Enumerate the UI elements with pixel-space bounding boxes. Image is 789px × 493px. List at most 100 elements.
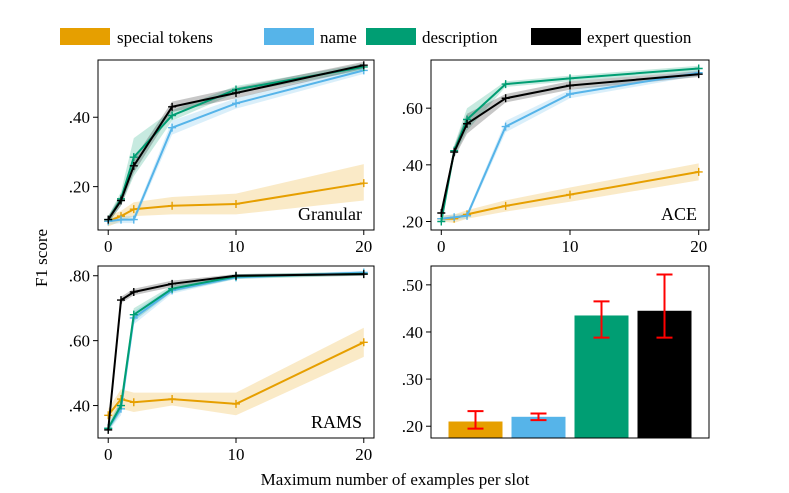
ace-point-name-3 xyxy=(501,122,510,131)
granular-point-name-1 xyxy=(117,215,125,224)
legend-item-special-tokens: special tokens xyxy=(60,28,213,47)
granular-band-expert-question xyxy=(108,61,364,224)
ace-point-expert-question-0 xyxy=(437,209,446,217)
legend-label-name: name xyxy=(320,28,357,47)
bar-name xyxy=(511,416,566,438)
legend-label-description: description xyxy=(422,28,498,47)
panel-bar-summary: .20 .30 .40 .50 xyxy=(402,265,710,439)
granular-point-special-tokens-3 xyxy=(168,201,177,210)
ace-ytick-label-1: .40 xyxy=(402,156,423,175)
granular-band-name xyxy=(108,66,364,225)
bar-ytick-label-0: .20 xyxy=(402,417,423,436)
ace-point-special-tokens-5 xyxy=(694,167,703,176)
rams-ytick-label-2: .80 xyxy=(69,267,90,286)
rams-point-special-tokens-4 xyxy=(232,399,240,408)
legend-swatch-name xyxy=(264,28,314,45)
ace-point-name-1 xyxy=(450,213,459,222)
panel-ace: .20 .40 .60 0 10 20 ACE xyxy=(402,59,710,256)
bar-special-tokens xyxy=(448,421,503,438)
granular-title: Granular xyxy=(298,204,362,224)
rams-point-expert-question-2 xyxy=(129,287,138,296)
legend: special tokens name description expert q… xyxy=(60,28,692,47)
granular-point-expert-question-2 xyxy=(129,161,138,170)
rams-point-expert-question-4 xyxy=(232,271,240,280)
ace-point-expert-question-2 xyxy=(463,119,472,128)
ace-frame xyxy=(430,59,710,231)
legend-label-expert-question: expert question xyxy=(587,28,692,47)
errorbar-description xyxy=(593,300,610,339)
ace-point-description-0 xyxy=(437,217,446,226)
granular-point-expert-question-1 xyxy=(117,196,125,205)
legend-swatch-expert-question xyxy=(531,28,581,45)
legend-swatch-special-tokens xyxy=(60,28,110,45)
rams-line-expert-question xyxy=(107,273,364,430)
bar-ytick-label-1: .30 xyxy=(402,370,423,389)
granular-point-special-tokens-2 xyxy=(129,205,138,214)
granular-point-expert-question-5 xyxy=(359,61,368,70)
rams-frame xyxy=(97,265,375,439)
legend-item-name: name xyxy=(264,28,357,47)
rams-point-expert-question-3 xyxy=(168,279,177,288)
rams-point-special-tokens-5 xyxy=(359,338,368,347)
rams-point-special-tokens-0 xyxy=(104,411,113,420)
ace-xtick-label-2: 20 xyxy=(690,237,707,256)
panel-granular: .20 .40 0 10 20 Granular xyxy=(69,59,375,256)
rams-point-description-2 xyxy=(129,310,138,319)
granular-point-special-tokens-5 xyxy=(359,179,368,188)
bar-ytick-label-3: .50 xyxy=(402,276,423,295)
rams-xtick-label-1: 10 xyxy=(228,445,245,464)
ace-point-name-4 xyxy=(566,90,574,98)
rams-ytick-label-0: .40 xyxy=(69,397,90,416)
legend-swatch-description xyxy=(366,28,416,45)
rams-point-expert-question-5 xyxy=(359,270,368,279)
granular-ytick-label-1: .40 xyxy=(69,108,90,127)
rams-line-special-tokens xyxy=(107,341,365,416)
legend-item-expert-question: expert question xyxy=(531,28,692,47)
rams-xtick-label-0: 0 xyxy=(104,445,113,464)
granular-band-special-tokens xyxy=(108,164,364,227)
granular-frame xyxy=(97,59,375,231)
ace-title: ACE xyxy=(661,204,697,224)
ace-point-expert-question-1 xyxy=(450,148,459,157)
ace-ytick-label-2: .60 xyxy=(402,99,423,118)
rams-point-expert-question-1 xyxy=(117,296,125,305)
ace-point-name-2 xyxy=(463,211,472,220)
granular-point-expert-question-0 xyxy=(104,215,113,224)
rams-ytick-label-1: .60 xyxy=(69,332,90,351)
rams-point-special-tokens-2 xyxy=(129,398,138,407)
ace-point-description-3 xyxy=(501,80,510,89)
ace-point-special-tokens-4 xyxy=(566,190,574,199)
rams-point-expert-question-0 xyxy=(104,425,113,434)
ace-point-expert-question-4 xyxy=(566,81,574,90)
granular-point-expert-question-3 xyxy=(168,102,177,111)
bar-frame xyxy=(430,265,710,439)
granular-point-description-2 xyxy=(129,153,138,162)
ace-point-description-4 xyxy=(566,74,574,83)
granular-xtick-label-0: 0 xyxy=(104,237,113,256)
legend-label-special-tokens: special tokens xyxy=(117,28,213,47)
granular-ytick-label-0: .20 xyxy=(69,178,90,197)
ace-line-expert-question xyxy=(440,73,699,214)
errorbar-name xyxy=(530,412,547,422)
ace-ytick-label-0: .20 xyxy=(402,213,423,232)
errorbar-special-tokens xyxy=(467,410,484,430)
granular-point-expert-question-4 xyxy=(232,88,240,97)
rams-point-description-1 xyxy=(117,401,125,410)
rams-point-special-tokens-3 xyxy=(168,395,177,404)
granular-point-name-2 xyxy=(129,215,138,224)
granular-point-description-3 xyxy=(168,111,177,120)
panel-rams: .40 .60 .80 0 10 20 RAMS xyxy=(69,265,375,464)
x-axis-label: Maximum number of examples per slot xyxy=(261,470,530,489)
granular-xtick-label-2: 20 xyxy=(355,237,372,256)
granular-point-special-tokens-4 xyxy=(232,199,240,208)
granular-point-name-4 xyxy=(232,99,240,108)
ace-point-expert-question-3 xyxy=(501,94,510,103)
y-axis-label: F1 score xyxy=(32,229,51,287)
ace-point-expert-question-5 xyxy=(694,70,703,79)
granular-xtick-label-1: 10 xyxy=(228,237,245,256)
rams-xtick-label-2: 20 xyxy=(355,445,372,464)
ace-point-special-tokens-3 xyxy=(501,201,510,210)
granular-point-name-3 xyxy=(168,123,177,132)
ace-xtick-label-1: 10 xyxy=(562,237,579,256)
